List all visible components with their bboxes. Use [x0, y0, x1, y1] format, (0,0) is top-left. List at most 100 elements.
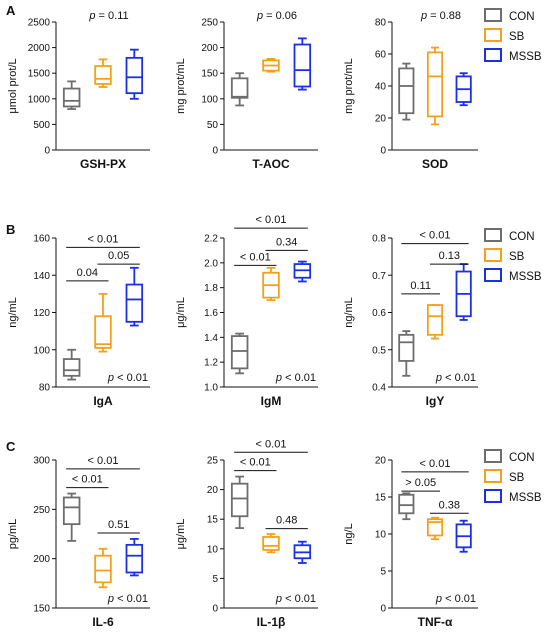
- x-axis-label: GSH-PX: [80, 157, 126, 171]
- box-mssb: [125, 266, 144, 327]
- y-tick-label: 100: [201, 94, 218, 105]
- y-tick-label: 100: [33, 345, 50, 356]
- legend-swatch: [484, 469, 502, 483]
- box-con: [62, 80, 81, 110]
- box-mssb: [293, 37, 312, 91]
- x-axis-label: IgY: [426, 394, 445, 408]
- panel-letters: A B C: [6, 3, 16, 454]
- box-iqr: [426, 304, 444, 336]
- box-mssb: [293, 260, 312, 283]
- y-tick-label: 1.0: [204, 383, 218, 394]
- overall-p-value: p < 0.01: [435, 593, 476, 605]
- legend-swatch: [484, 8, 502, 22]
- chart-sod: 0 20 40 60 80 mg prot/mL SOD p = 0.88: [343, 10, 478, 171]
- box-sb: [426, 516, 444, 541]
- y-tick-label: 80: [39, 383, 51, 394]
- box-iqr: [398, 493, 415, 515]
- y-tick-label: 20: [207, 485, 219, 496]
- y-tick-label: 0.8: [372, 234, 386, 245]
- y-tick-label: 0: [44, 146, 50, 157]
- y-axis-label: pg/mL: [7, 519, 19, 550]
- p-value-text: < 0.01: [117, 593, 148, 605]
- legend-entry-sb: SB: [484, 469, 525, 484]
- legend-label: SB: [509, 472, 525, 484]
- y-tick-label: 1.4: [204, 333, 218, 344]
- legend-label: CON: [509, 11, 535, 23]
- legend-swatch: [484, 489, 502, 503]
- box-con: [230, 72, 249, 107]
- y-tick-label: 0.7: [372, 271, 386, 282]
- y-axis-label: mg prot/mL: [175, 58, 187, 114]
- p-value-text: = 0.06: [266, 10, 297, 22]
- legend-2: CON SB MSSB: [484, 228, 542, 283]
- legend-label: SB: [509, 251, 525, 263]
- box-con: [230, 475, 249, 529]
- overall-p-value: p = 0.06: [256, 10, 297, 22]
- y-tick-label: 120: [33, 308, 50, 319]
- y-tick-label: 300: [33, 456, 50, 467]
- comparison-p-value: < 0.01: [256, 214, 287, 226]
- box-con: [230, 332, 249, 375]
- overall-p-value: p < 0.01: [435, 372, 476, 384]
- legend-label: CON: [509, 452, 535, 464]
- legend-label: MSSB: [509, 271, 542, 283]
- overall-p-value: p = 0.11: [88, 10, 128, 22]
- chart-t-aoc: 0 50 100 150 200 250 mg prot/mL T-AOC p = 0.06: [175, 10, 318, 171]
- box-iqr: [125, 283, 144, 323]
- box-sb: [94, 58, 112, 88]
- legend-entry-sb: SB: [484, 248, 525, 263]
- chart-il-1: 0 5 10 15 20 25 μg/mL IL-1β < 0.01 < 0.01 0.48 p < …: [175, 438, 318, 629]
- comparison-p-value: < 0.01: [256, 438, 287, 450]
- p-symbol: p: [435, 593, 445, 605]
- y-axis-label: μg/mL: [175, 297, 187, 328]
- comparison-p-value: 0.48: [276, 515, 297, 527]
- y-axis-label: ng/mL: [343, 297, 355, 328]
- y-tick-label: 1000: [28, 94, 51, 105]
- x-axis-label: IgA: [93, 394, 113, 408]
- chart-gsh-px: 0 500 1000 1500 2000 2500 μmol prot/L GSH-PX p =…: [7, 10, 150, 171]
- x-axis-label: IL-6: [92, 615, 114, 629]
- p-symbol: p: [256, 10, 266, 22]
- overall-p-value: p < 0.01: [107, 593, 148, 605]
- comparison-p-value: 0.38: [439, 499, 460, 511]
- y-tick-label: 50: [207, 120, 219, 131]
- box-sb: [262, 266, 280, 301]
- box-sb: [426, 304, 444, 340]
- y-axis-label: mg prot/mL: [343, 58, 355, 114]
- y-tick-label: 20: [375, 114, 387, 125]
- box-mssb: [293, 540, 312, 564]
- p-value-text: < 0.01: [445, 372, 476, 384]
- y-tick-label: 150: [201, 69, 218, 80]
- chart-tnf: 0 5 10 15 20 ng/L TNF-α < 0.01 > 0.050.38 p < 0.0…: [343, 456, 478, 629]
- legend-swatch: [484, 228, 502, 242]
- y-axis-label: μg/mL: [175, 519, 187, 550]
- y-tick-label: 2.0: [204, 258, 218, 269]
- y-tick-label: 2000: [28, 43, 51, 54]
- y-axis-label: ng/L: [343, 523, 355, 544]
- y-tick-label: 20: [375, 456, 387, 467]
- y-tick-label: 10: [207, 544, 219, 555]
- legends: CON SB MSSB CON SB MSSB CON SB MSSB: [484, 8, 542, 504]
- p-symbol: p: [435, 372, 445, 384]
- y-tick-label: 0.5: [372, 345, 386, 356]
- x-axis-label: TNF-α: [418, 615, 453, 629]
- box-iqr: [426, 518, 444, 537]
- p-value-text: < 0.01: [117, 372, 148, 384]
- y-tick-label: 140: [33, 271, 50, 282]
- box-iqr: [62, 496, 81, 526]
- legend-label: CON: [509, 231, 535, 243]
- box-iqr: [62, 358, 81, 377]
- y-tick-label: 1500: [28, 69, 51, 80]
- box-sb: [94, 547, 112, 589]
- box-sb: [94, 292, 112, 353]
- p-value-text: < 0.01: [285, 372, 316, 384]
- y-tick-label: 2500: [28, 18, 51, 29]
- legend-label: MSSB: [509, 51, 542, 63]
- y-tick-label: 5: [380, 567, 386, 578]
- y-tick-label: 15: [375, 493, 387, 504]
- x-axis-label: IL-1β: [257, 615, 286, 629]
- box-iqr: [125, 56, 144, 95]
- legend-entry-mssb: MSSB: [484, 268, 542, 283]
- box-iqr: [125, 543, 144, 574]
